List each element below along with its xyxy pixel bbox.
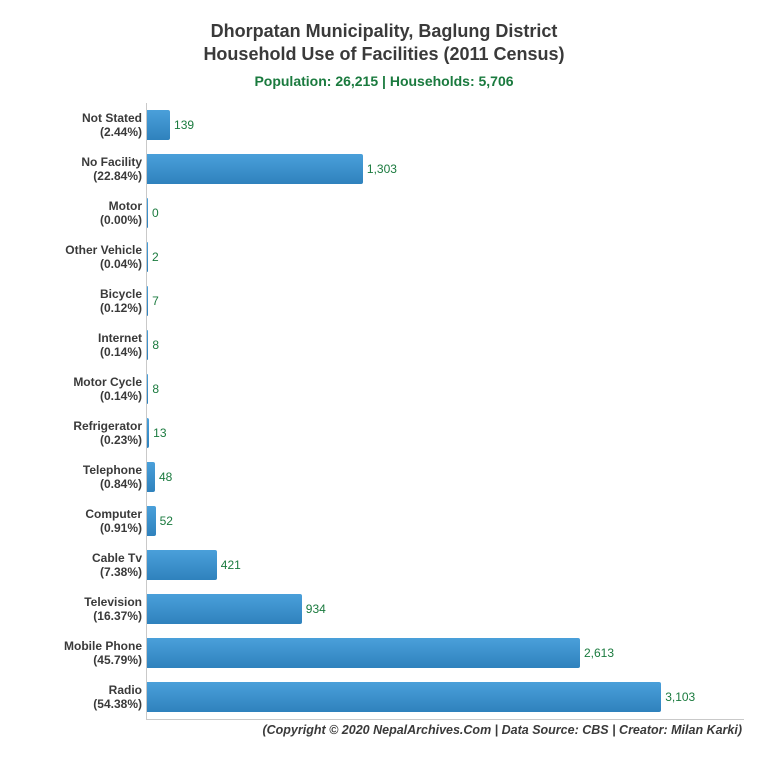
- bar: [147, 506, 156, 536]
- bar-value-label: 52: [160, 514, 173, 528]
- bar-area: 8: [146, 367, 744, 411]
- bar-area: 8: [146, 323, 744, 367]
- bar: [147, 550, 217, 580]
- bar-row: Radio(54.38%) 3,103: [24, 675, 744, 719]
- bar-area: 0: [146, 191, 744, 235]
- bar-area: 48: [146, 455, 744, 499]
- bar-row: Television(16.37%) 934: [24, 587, 744, 631]
- bar-value-label: 3,103: [665, 690, 695, 704]
- chart-container: Dhorpatan Municipality, Baglung District…: [0, 0, 768, 747]
- category-label: Internet(0.14%): [24, 331, 146, 360]
- bar-value-label: 48: [159, 470, 172, 484]
- bar-area: 13: [146, 411, 744, 455]
- bar: [147, 462, 155, 492]
- bar: [147, 594, 302, 624]
- bar: [147, 198, 148, 228]
- bar-value-label: 2: [152, 250, 159, 264]
- category-label: Motor Cycle(0.14%): [24, 375, 146, 404]
- bar-value-label: 0: [152, 206, 159, 220]
- category-label: Not Stated(2.44%): [24, 111, 146, 140]
- category-label: Refrigerator(0.23%): [24, 419, 146, 448]
- bar-area: 934: [146, 587, 744, 631]
- bar-value-label: 7: [152, 294, 159, 308]
- bar-value-label: 13: [153, 426, 166, 440]
- bar-area: 421: [146, 543, 744, 587]
- bar-row: No Facility(22.84%) 1,303: [24, 147, 744, 191]
- bar-row: Mobile Phone(45.79%) 2,613: [24, 631, 744, 675]
- bar-row: Other Vehicle(0.04%) 2: [24, 235, 744, 279]
- bar: [147, 638, 580, 668]
- bar-value-label: 934: [306, 602, 326, 616]
- bar: [147, 330, 148, 360]
- category-label: Mobile Phone(45.79%): [24, 639, 146, 668]
- category-label: No Facility(22.84%): [24, 155, 146, 184]
- bar-value-label: 8: [152, 338, 159, 352]
- bar: [147, 682, 661, 712]
- bar: [147, 374, 148, 404]
- bar: [147, 110, 170, 140]
- bar: [147, 242, 148, 272]
- category-label: Radio(54.38%): [24, 683, 146, 712]
- bar-area: 52: [146, 499, 744, 543]
- bar-row: Bicycle(0.12%) 7: [24, 279, 744, 323]
- title-line-2: Household Use of Facilities (2011 Census…: [203, 44, 564, 64]
- bar-area: 3,103: [146, 675, 744, 719]
- bar-value-label: 8: [152, 382, 159, 396]
- category-label: Television(16.37%): [24, 595, 146, 624]
- chart-footer: (Copyright © 2020 NepalArchives.Com | Da…: [146, 719, 744, 737]
- bar-row: Computer(0.91%) 52: [24, 499, 744, 543]
- category-label: Computer(0.91%): [24, 507, 146, 536]
- bar: [147, 154, 363, 184]
- bar-area: 1,303: [146, 147, 744, 191]
- category-label: Motor(0.00%): [24, 199, 146, 228]
- bar-value-label: 1,303: [367, 162, 397, 176]
- bar-area: 2,613: [146, 631, 744, 675]
- bar: [147, 418, 149, 448]
- bar-value-label: 421: [221, 558, 241, 572]
- bar-area: 2: [146, 235, 744, 279]
- bar-row: Motor(0.00%) 0: [24, 191, 744, 235]
- bar-value-label: 2,613: [584, 646, 614, 660]
- bar-row: Motor Cycle(0.14%) 8: [24, 367, 744, 411]
- bar-row: Cable Tv(7.38%) 421: [24, 543, 744, 587]
- category-label: Cable Tv(7.38%): [24, 551, 146, 580]
- bar-row: Not Stated(2.44%) 139: [24, 103, 744, 147]
- category-label: Telephone(0.84%): [24, 463, 146, 492]
- bar-area: 7: [146, 279, 744, 323]
- title-line-1: Dhorpatan Municipality, Baglung District: [211, 21, 558, 41]
- bar-row: Refrigerator(0.23%) 13: [24, 411, 744, 455]
- chart-subtitle: Population: 26,215 | Households: 5,706: [24, 73, 744, 89]
- chart-title: Dhorpatan Municipality, Baglung District…: [24, 20, 744, 65]
- bar-row: Telephone(0.84%) 48: [24, 455, 744, 499]
- bar-area: 139: [146, 103, 744, 147]
- category-label: Bicycle(0.12%): [24, 287, 146, 316]
- bar-row: Internet(0.14%) 8: [24, 323, 744, 367]
- bar: [147, 286, 148, 316]
- bar-rows: Not Stated(2.44%) 139 No Facility(22.84%) 1…: [24, 103, 744, 719]
- category-label: Other Vehicle(0.04%): [24, 243, 146, 272]
- bar-value-label: 139: [174, 118, 194, 132]
